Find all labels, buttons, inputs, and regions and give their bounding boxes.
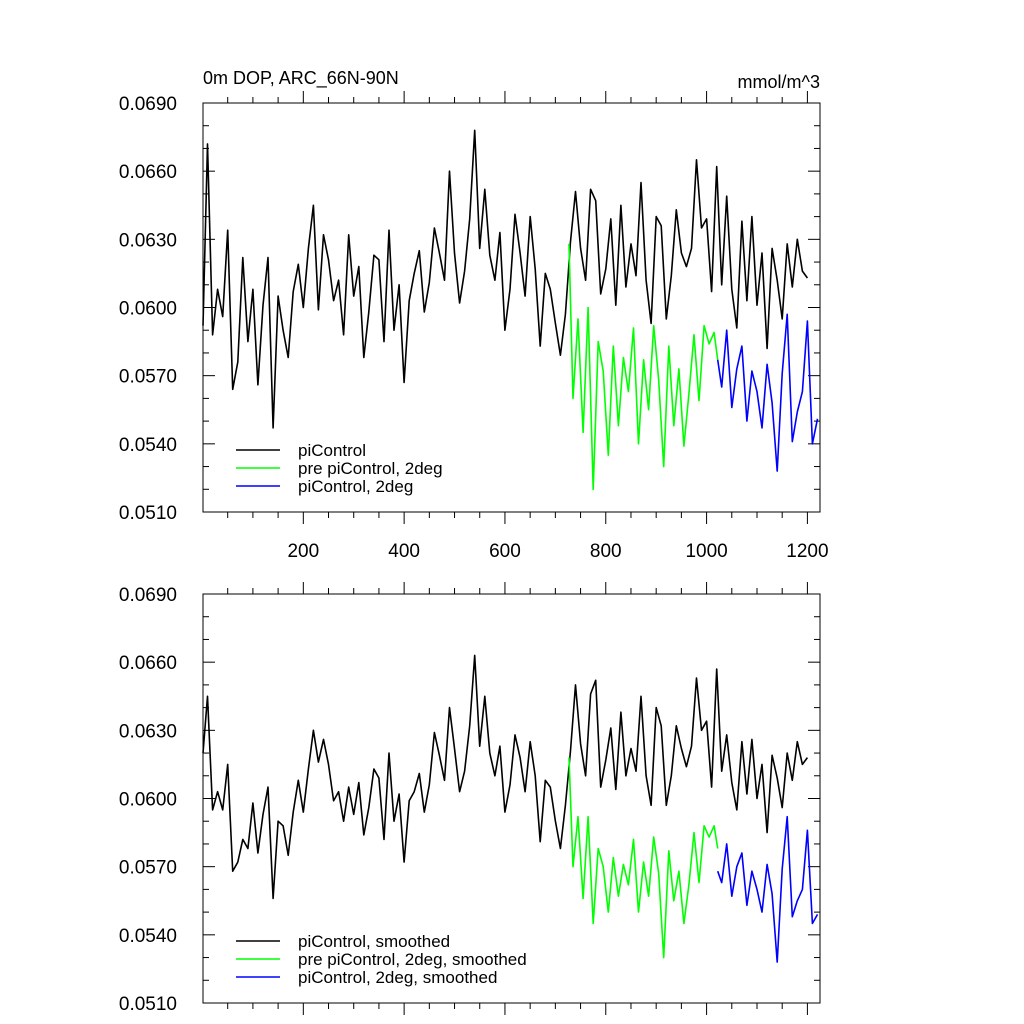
y-tick-label: 0.0630 (119, 721, 177, 742)
series-line-3 (716, 313, 819, 472)
series-line-3 (716, 815, 819, 963)
x-tick-label: 600 (489, 541, 521, 562)
legend-label: pre piControl, 2deg, smoothed (298, 950, 527, 969)
plot-frame (202, 102, 821, 513)
y-tick-label: 0.0510 (119, 503, 177, 524)
y-tick-label: 0.0570 (119, 367, 177, 388)
y-tick-label: 0.0600 (119, 790, 177, 811)
y-tick-label: 0.0660 (119, 653, 177, 674)
series-line-2 (568, 757, 719, 959)
x-tick-label: 400 (388, 541, 420, 562)
x-tick-label: 1000 (685, 541, 727, 562)
y-tick-label: 0.0510 (119, 994, 177, 1015)
y-tick-label: 0.0630 (119, 230, 177, 251)
x-tick-label: 200 (287, 541, 319, 562)
y-tick-label: 0.0660 (119, 162, 177, 183)
bottom-panel: 0.0510 0.0540 0.0570 0.0600 0.0630 0.0660 0.06… (119, 582, 821, 1015)
y-tick-label: 0.0690 (119, 585, 177, 606)
legend-label: piControl, 2deg (298, 477, 413, 496)
top-panel: 0m DOP, ARC_66N-90N mmol/m^3 0.0510 0.054… (119, 68, 829, 562)
y-tick-label: 0.0690 (119, 94, 177, 115)
legend-label: piControl, 2deg, smoothed (298, 968, 497, 987)
series-line-2 (568, 243, 719, 491)
legend-label: piControl, smoothed (298, 932, 450, 951)
y-tick-label: 0.0540 (119, 435, 177, 456)
units-label: mmol/m^3 (738, 72, 820, 92)
series-line-1 (202, 654, 809, 900)
x-tick-label: 800 (590, 541, 622, 562)
y-tick-label: 0.0540 (119, 926, 177, 947)
y-tick-label: 0.0570 (119, 858, 177, 879)
legend-label: piControl (298, 441, 366, 460)
y-tick-label: 0.0600 (119, 299, 177, 320)
chart-title: 0m DOP, ARC_66N-90N (203, 68, 399, 89)
series-line-1 (202, 129, 809, 429)
x-tick-label: 1200 (786, 541, 828, 562)
legend-label: pre piControl, 2deg (298, 459, 443, 478)
